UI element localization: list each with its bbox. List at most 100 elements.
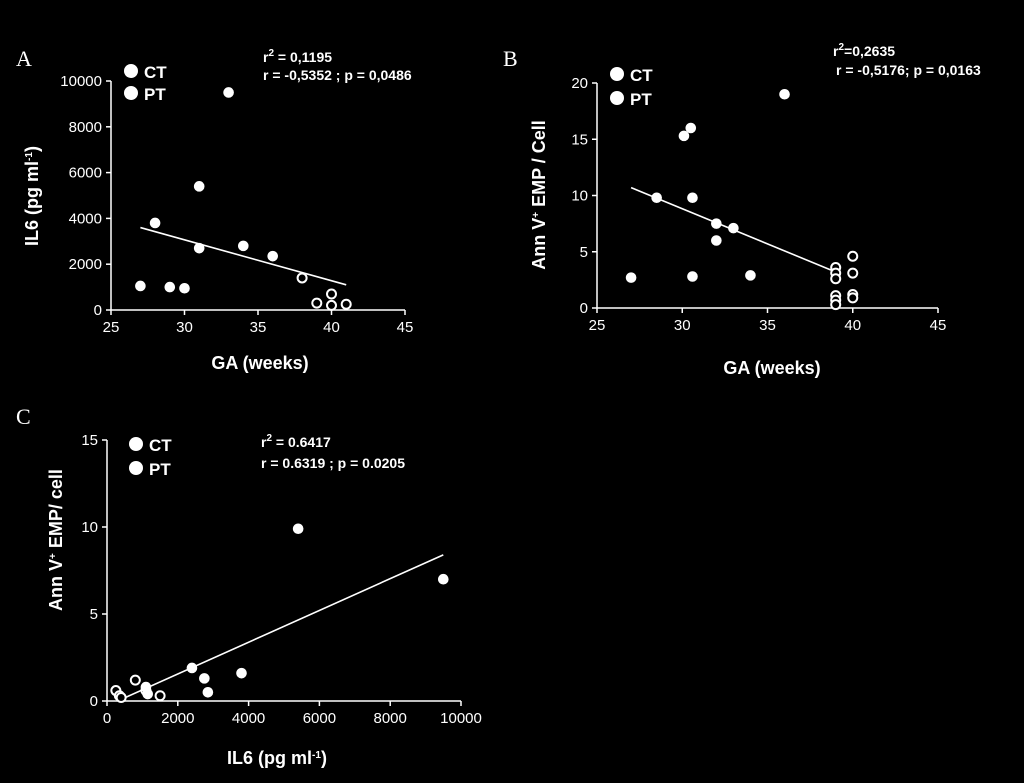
panel-b-y-tick-label: 0 [580, 300, 588, 317]
panel-b-point-pt [651, 192, 662, 204]
panel-c-y-tick-label: 0 [90, 693, 98, 710]
panel-c-r2: r2 = 0.6417 [261, 433, 331, 450]
panel-a-x-tick-label: 45 [397, 319, 414, 336]
panel-b-point-ct [830, 299, 842, 311]
panel-a-fit-line [140, 226, 347, 286]
panel-b-point-pt [711, 218, 722, 229]
panel-b-point-pt [685, 122, 697, 134]
panel-a-point-ct [311, 297, 323, 309]
panel-a-legend-ct: CT [144, 63, 167, 82]
panel-a: A 25 30 35 40 45 0 2000 4000 6000 8000 10000 CT PT… [16, 46, 413, 373]
panel-a-legend-pt-marker [124, 86, 138, 100]
panel-c-point-pt [142, 688, 154, 700]
panel-a-point-pt [193, 181, 205, 192]
panel-b-legend-pt: PT [630, 90, 652, 109]
panel-c-x-tick-label: 4000 [232, 710, 265, 727]
panel-b-point-pt [687, 271, 698, 282]
panel-b-x-tick-label: 35 [759, 317, 776, 334]
panel-b-point-pt [711, 235, 722, 246]
panel-a-y-tick-label: 2000 [69, 256, 102, 273]
panel-a-y-tick-label: 0 [94, 302, 102, 319]
panel-c-x-tick-label: 0 [103, 710, 111, 727]
panel-c-y-tick-label: 10 [81, 519, 98, 536]
panel-b-point-pt [728, 222, 739, 234]
panel-b-point-pt [625, 272, 637, 283]
panel-b-xlabel: GA (weeks) [723, 358, 820, 378]
panel-b-y-tick-label: 10 [571, 188, 588, 205]
panel-a-point-ct [326, 299, 337, 311]
panel-c-plot: 0 2000 4000 6000 8000 10000 0 5 10 15 [81, 432, 482, 727]
panel-a-point-pt [238, 240, 249, 252]
panel-c-legend-pt-marker [129, 461, 143, 475]
panel-a-point-pt [223, 87, 234, 98]
panel-c-x-tick-label: 10000 [440, 710, 482, 727]
panel-b-x-tick-label: 25 [589, 317, 606, 334]
panel-b-x-tick-label: 45 [930, 317, 947, 334]
panel-c-legend-ct-marker [129, 437, 143, 451]
panel-a-legend-pt: PT [144, 85, 166, 104]
panel-c-x-tick-label: 8000 [374, 710, 407, 727]
panel-a-legend-ct-marker [124, 64, 138, 78]
panel-a-point-pt [193, 242, 205, 254]
panel-c-x-tick-label: 2000 [161, 710, 194, 727]
panel-b-legend-pt-marker [610, 91, 624, 105]
panel-b-point-pt [745, 270, 756, 281]
panel-b-plot: 25 30 35 40 45 0 5 10 15 20 [571, 75, 946, 334]
panel-b-point-pt [687, 192, 698, 204]
panel-a-point-pt [149, 217, 161, 229]
panel-b-point-pt [779, 88, 790, 100]
panel-c-xlabel: IL6 (pg ml-1) [227, 748, 327, 768]
panel-c-point-pt [236, 667, 247, 679]
panel-b-x-tick-label: 30 [674, 317, 691, 334]
panel-a-plot: 25 30 35 40 45 0 2000 4000 6000 8000 10000 [60, 73, 413, 336]
panel-c: C 0 2000 4000 6000 8000 10000 0 5 10 15 CT PT r2 … [16, 404, 482, 768]
panel-a-x-tick-label: 25 [103, 319, 120, 336]
panel-a-x-tick-label: 40 [323, 319, 340, 336]
panel-b-point-ct [847, 292, 859, 304]
panel-b-point-pt [678, 130, 690, 142]
panel-a-xlabel: GA (weeks) [211, 353, 308, 373]
panel-b-y-tick-label: 20 [571, 75, 588, 92]
panel-a-point-ct [326, 288, 337, 300]
panel-c-y-tick-label: 5 [90, 606, 98, 623]
panel-b-point-ct [847, 250, 859, 262]
panel-c-point-ct [115, 692, 127, 704]
panel-a-x-tick-label: 35 [250, 319, 267, 336]
panel-b-r-p: r = -0,5176; p = 0,0163 [836, 62, 981, 78]
panel-b-point-ct [847, 267, 859, 279]
panel-b-r2: r2=0,2635 [833, 42, 895, 59]
panel-a-x-tick-label: 30 [176, 319, 193, 336]
panel-b-letter: B [503, 46, 518, 71]
panel-a-point-pt [135, 280, 146, 292]
panel-b-legend-ct-marker [610, 67, 624, 81]
panel-b-y-tick-label: 15 [571, 131, 588, 148]
panel-c-r-p: r = 0.6319 ; p = 0.0205 [261, 455, 405, 471]
panel-a-y-tick-label: 10000 [60, 73, 102, 90]
panel-a-point-pt [267, 250, 279, 262]
panel-a-r2: r2 = 0,1195 [263, 48, 332, 65]
panel-c-legend-pt: PT [149, 460, 171, 479]
panel-c-point-pt [438, 573, 449, 585]
panel-a-point-pt [179, 282, 190, 294]
panel-c-legend-ct: CT [149, 436, 172, 455]
panel-c-point-pt [199, 673, 210, 684]
panel-b-y-tick-label: 5 [580, 244, 588, 261]
panel-b-x-tick-label: 40 [844, 317, 861, 334]
panel-b-ylabel: Ann V+ EMP / Cell [529, 120, 549, 270]
panel-c-point-ct [154, 690, 166, 702]
panel-a-point-ct [340, 298, 352, 310]
panel-a-ylabel: IL6 (pg ml-1) [22, 146, 42, 246]
panel-c-fit-line [117, 554, 444, 702]
panel-a-y-tick-label: 6000 [69, 165, 102, 182]
panel-b: B 25 30 35 40 45 0 5 10 15 20 CT PT r2=0,2635 r =… [503, 42, 981, 378]
panel-c-point-ct [129, 674, 141, 686]
panel-c-point-pt [292, 523, 304, 535]
panel-c-point-pt [186, 662, 198, 674]
panel-a-point-ct [296, 272, 308, 284]
panel-c-y-tick-label: 15 [81, 432, 98, 449]
panel-a-y-tick-label: 4000 [69, 210, 102, 227]
panel-a-y-tick-label: 8000 [69, 119, 102, 136]
panel-c-x-tick-label: 6000 [303, 710, 336, 727]
panel-c-letter: C [16, 404, 31, 429]
